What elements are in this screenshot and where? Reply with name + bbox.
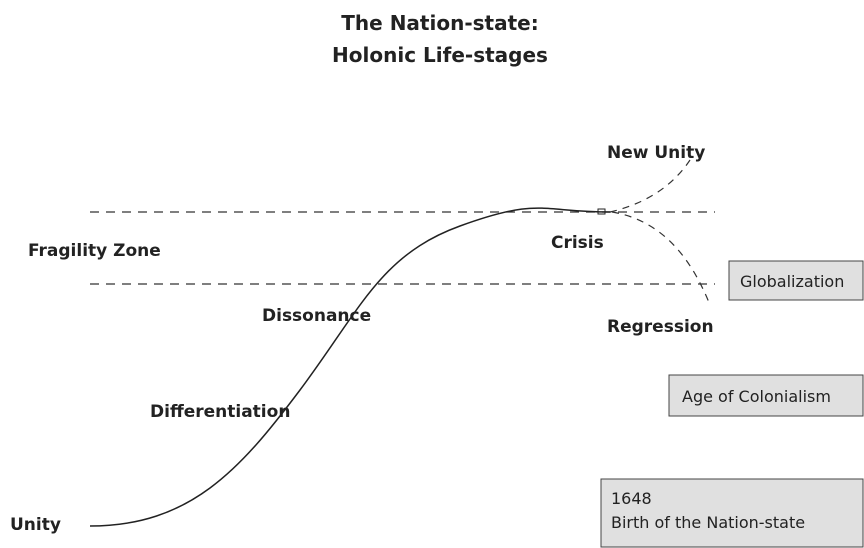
label: Regression (607, 317, 714, 337)
new-unity-branch (609, 159, 691, 213)
regression-branch (611, 211, 711, 306)
box-text: 1648 (611, 489, 652, 508)
box (728, 260, 864, 301)
box-text: Birth of the Nation-state (611, 513, 805, 532)
title-line: The Nation-state: (341, 11, 538, 35)
label: Differentiation (150, 402, 290, 422)
label: Crisis (551, 233, 604, 253)
label: Fragility Zone (28, 241, 161, 261)
box (600, 478, 864, 548)
label: New Unity (607, 143, 705, 163)
box (668, 374, 864, 417)
box-text: Globalization (740, 272, 844, 291)
box-text: Age of Colonialism (682, 387, 831, 406)
label: Dissonance (262, 306, 371, 326)
crisis-point (597, 208, 606, 215)
label: Unity (10, 515, 61, 535)
life-curve (89, 207, 611, 527)
title-line: Holonic Life-stages (332, 43, 548, 67)
